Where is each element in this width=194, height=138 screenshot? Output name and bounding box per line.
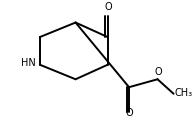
Text: O: O: [125, 108, 133, 118]
Text: CH₃: CH₃: [174, 88, 193, 98]
Text: O: O: [105, 2, 112, 12]
Text: HN: HN: [21, 58, 36, 68]
Text: O: O: [155, 67, 162, 77]
